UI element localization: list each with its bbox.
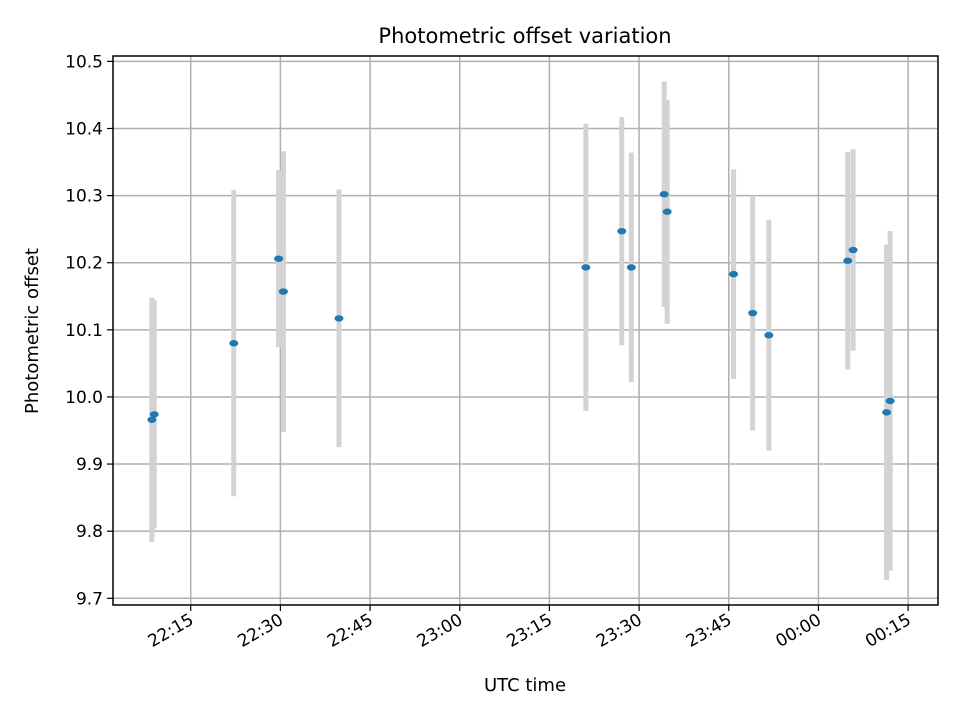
- x-tick-label: 22:30: [234, 610, 286, 652]
- data-point: [843, 257, 853, 264]
- x-tick-label: 23:30: [593, 610, 645, 652]
- data-point: [581, 264, 591, 271]
- data-point: [617, 227, 627, 235]
- plot-frame: [112, 55, 939, 606]
- y-tick-label: 10.3: [65, 187, 103, 207]
- y-tick-label: 10.2: [65, 254, 103, 274]
- data-point: [729, 270, 739, 278]
- data-point: [274, 255, 284, 262]
- x-axis-ticks: 22:15 22:30 22:45 23:00 23:15 23:30 23:45 00:00…: [145, 605, 915, 652]
- data-point: [334, 315, 344, 322]
- x-tick-label: 23:15: [503, 610, 555, 652]
- data-points: [147, 191, 895, 423]
- x-tick-label: 22:15: [145, 610, 197, 652]
- y-tick-label: 9.7: [76, 589, 103, 609]
- data-point: [626, 264, 636, 271]
- y-tick-label: 10.0: [65, 388, 103, 408]
- y-tick-label: 10.4: [65, 119, 103, 139]
- data-point: [659, 191, 669, 198]
- data-point: [149, 411, 159, 418]
- chart-title: Photometric offset variation: [378, 24, 671, 48]
- y-tick-label: 9.9: [76, 455, 103, 475]
- x-tick-label: 00:15: [862, 610, 914, 652]
- data-point: [662, 208, 672, 215]
- data-point: [882, 409, 892, 416]
- y-tick-label: 9.8: [76, 522, 103, 542]
- data-point: [278, 288, 288, 295]
- data-point: [764, 331, 774, 339]
- data-point: [848, 246, 858, 254]
- data-point: [885, 397, 895, 405]
- data-point: [229, 340, 239, 347]
- x-tick-label: 23:00: [414, 610, 466, 652]
- y-axis-ticks: 9.7 9.8 9.9 10.0 10.1 10.2 10.3 10.4 10.5: [65, 52, 113, 609]
- x-tick-label: 23:45: [683, 610, 735, 652]
- data-point: [147, 416, 157, 423]
- y-tick-label: 10.5: [65, 52, 103, 72]
- grid: [113, 56, 938, 605]
- x-axis-label: UTC time: [484, 675, 566, 696]
- data-point: [748, 309, 758, 317]
- y-axis-label: Photometric offset: [22, 248, 43, 414]
- y-tick-label: 10.1: [65, 321, 103, 341]
- x-tick-label: 22:45: [324, 610, 376, 652]
- x-tick-label: 00:00: [772, 610, 824, 652]
